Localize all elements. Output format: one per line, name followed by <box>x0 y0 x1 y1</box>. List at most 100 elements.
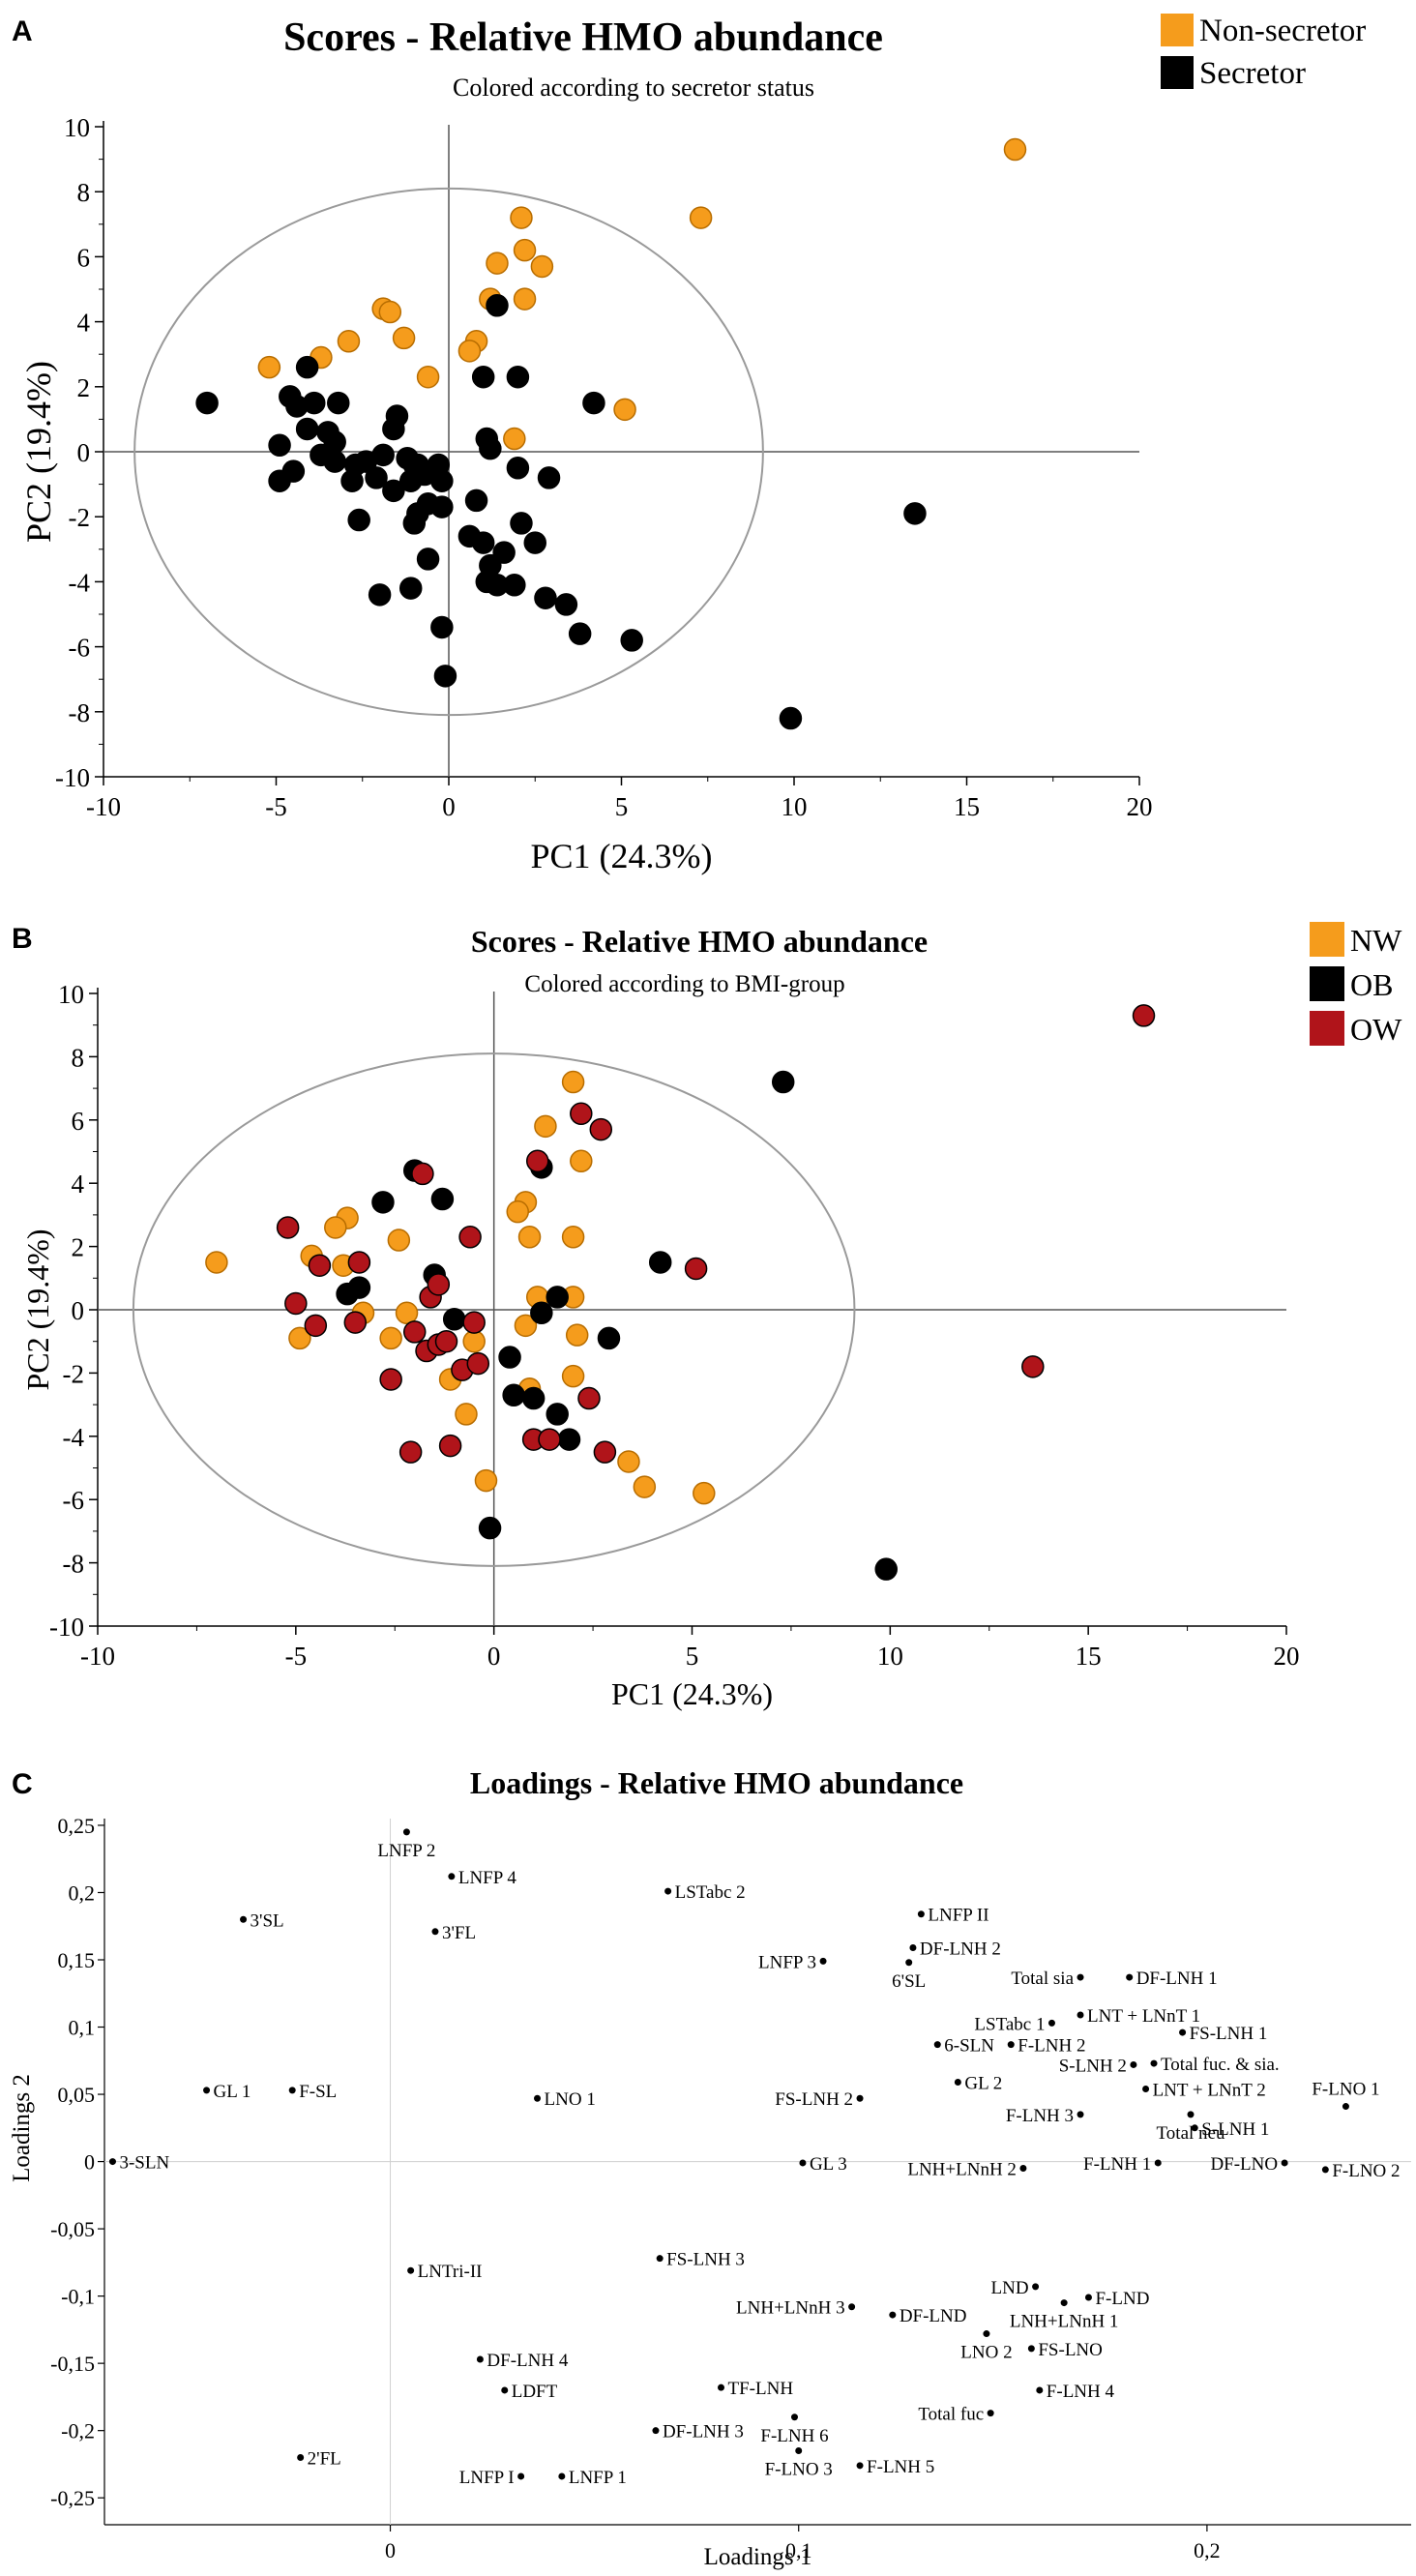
data-point-nw <box>693 1481 716 1505</box>
loading-point <box>905 1959 913 1967</box>
data-point-nw <box>633 1475 657 1498</box>
x-tick-label: 0 <box>385 2538 396 2562</box>
data-point-non-secretor <box>337 330 361 353</box>
loading-label: F-LNH 2 <box>1018 2036 1085 2057</box>
loading-label: DF-LNO <box>1210 2154 1278 2175</box>
x-tick-label: 20 <box>1274 1642 1300 1671</box>
loading-point <box>656 2255 664 2263</box>
data-point-secretor <box>368 583 392 607</box>
loading-label: LNTri-II <box>418 2262 483 2282</box>
chart-title: Loadings - Relative HMO abundance <box>470 1765 963 1800</box>
data-point-secretor <box>492 541 516 564</box>
x-tick-label: -10 <box>86 792 121 821</box>
y-tick-label: -0,05 <box>50 2217 95 2241</box>
loading-label: LNFP 3 <box>758 1952 816 1972</box>
loading-label: LNO 1 <box>545 2089 596 2110</box>
x-tick-label: 5 <box>686 1642 699 1671</box>
legend-label-non-secretor: Non-secretor <box>1199 14 1366 48</box>
loading-point <box>917 1910 925 1918</box>
loading-point <box>534 2094 542 2102</box>
data-point-ow <box>276 1216 300 1239</box>
data-point-secretor <box>402 512 427 535</box>
data-point-ow <box>411 1162 434 1186</box>
y-tick-label: -4 <box>69 568 91 597</box>
loading-point <box>558 2472 566 2480</box>
loading-label: Total sia <box>1011 1969 1074 1989</box>
loading-point <box>1036 2386 1044 2394</box>
data-point-nw <box>561 1226 585 1249</box>
y-tick-label: -10 <box>49 1613 84 1642</box>
loading-label: LNT + LNnT 1 <box>1087 2006 1200 2027</box>
chart-title: Scores - Relative HMO abundance <box>283 15 883 60</box>
data-point-secretor <box>382 479 405 503</box>
data-point-nw <box>570 1149 593 1173</box>
loading-label: F-LNH 6 <box>760 2426 828 2446</box>
data-point-secretor <box>510 512 533 535</box>
y-axis-label: PC2 (19.4%) <box>20 1229 55 1390</box>
data-point-non-secretor <box>257 355 281 379</box>
loading-label: F-LNH 1 <box>1083 2154 1151 2175</box>
loading-point <box>1032 2283 1040 2291</box>
loading-point <box>1126 1973 1134 1981</box>
loading-label: Total fuc <box>918 2405 984 2425</box>
loading-label: F-LNO 1 <box>1312 2080 1379 2100</box>
data-point-non-secretor <box>486 252 509 275</box>
loading-point <box>790 2413 798 2421</box>
loading-point <box>1019 2165 1027 2173</box>
legend-label-nw: NW <box>1350 923 1402 958</box>
loading-label: GL 2 <box>964 2074 1002 2094</box>
y-axis-label: Loadings 2 <box>9 2074 35 2182</box>
data-point-secretor <box>371 443 395 467</box>
loading-label: FS-LNO <box>1038 2340 1103 2360</box>
y-tick-label: 2 <box>77 373 91 402</box>
data-point-nw <box>474 1468 498 1493</box>
data-point-secretor <box>365 466 388 489</box>
data-point-nw <box>379 1326 402 1350</box>
legend-swatch-ob <box>1310 966 1344 1001</box>
loading-point <box>1154 2159 1162 2167</box>
loading-label: LNFP I <box>459 2468 515 2488</box>
data-point-ob <box>442 1308 466 1331</box>
loading-label: F-LNH 3 <box>1006 2106 1074 2126</box>
chart-title: Scores - Relative HMO abundance <box>471 924 928 959</box>
data-point-ow <box>466 1351 490 1376</box>
loading-label: F-LND <box>1095 2289 1149 2309</box>
data-point-secretor <box>903 502 927 525</box>
data-point-secretor <box>464 489 488 513</box>
data-point-nw <box>455 1403 478 1426</box>
data-point-secretor <box>471 365 495 389</box>
data-point-nw <box>517 1226 542 1249</box>
y-tick-label: 2 <box>72 1233 85 1262</box>
x-axis-label: PC1 (24.3%) <box>531 837 713 875</box>
data-point-secretor <box>620 629 643 652</box>
data-point-non-secretor <box>510 206 533 229</box>
data-point-ow <box>402 1320 427 1344</box>
data-point-secretor <box>523 531 546 554</box>
loading-point <box>889 2311 897 2319</box>
data-point-secretor <box>398 577 423 600</box>
chart-subtitle: Colored according to secretor status <box>453 74 814 102</box>
data-point-non-secretor <box>1003 137 1027 162</box>
data-point-nw <box>506 1199 529 1224</box>
loading-label: LNFP II <box>928 1906 988 1926</box>
loading-label: LNFP 2 <box>377 1841 435 1861</box>
data-point-secretor <box>340 469 364 492</box>
loading-label: DF-LNH 1 <box>1136 1969 1218 1989</box>
data-point-ow <box>525 1149 549 1173</box>
loading-point <box>1077 2111 1084 2118</box>
data-point-nw <box>514 1314 538 1338</box>
data-point-ow <box>434 1329 458 1353</box>
x-tick-label: 0 <box>442 792 456 821</box>
panel-b-scores-bmi: B Scores - Relative HMO abundance Colored … <box>12 922 1402 1711</box>
data-point-ow <box>462 1311 486 1334</box>
loading-label: 6-SLN <box>944 2036 994 2057</box>
data-point-non-secretor <box>513 238 537 262</box>
data-point-non-secretor <box>503 427 526 451</box>
loading-label: LSTabc 2 <box>675 1882 746 1903</box>
data-point-secretor <box>582 391 605 415</box>
loading-label: F-LNO 2 <box>1332 2161 1400 2181</box>
loading-point <box>1047 2019 1055 2027</box>
data-point-non-secretor <box>378 300 402 324</box>
data-point-nw <box>288 1326 311 1350</box>
legend-label-ob: OB <box>1350 967 1393 1002</box>
